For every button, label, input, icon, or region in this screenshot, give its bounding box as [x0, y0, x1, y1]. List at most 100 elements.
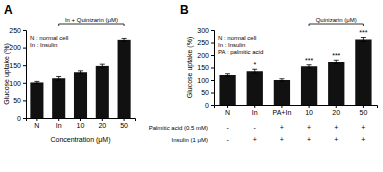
tick-mark	[336, 105, 337, 108]
tick-label: 250	[197, 39, 209, 46]
tick-mark	[227, 105, 228, 108]
error-bar	[56, 76, 61, 80]
bar	[52, 78, 65, 118]
tick-label: 150	[197, 64, 209, 71]
tick: 50	[201, 89, 214, 96]
table-row-label: Palmitic acid (0.5 mM)	[149, 125, 208, 131]
table-cell: +	[253, 136, 257, 143]
tick-label: 0	[17, 115, 21, 122]
note: PA : palmitic acid	[218, 49, 263, 55]
tick: 10	[305, 105, 313, 116]
table-cell: +	[307, 136, 311, 143]
bar	[274, 80, 290, 105]
tick: 200	[197, 52, 214, 59]
significance-label: ***	[332, 52, 340, 59]
tick: 50	[360, 105, 368, 116]
tick: 150	[197, 64, 214, 71]
tick-mark	[211, 43, 214, 44]
tick: In	[56, 118, 62, 129]
x-axis: N In 10 20 50	[27, 118, 136, 129]
panel-title: A	[4, 3, 13, 17]
error-bar	[34, 81, 39, 83]
tick-mark	[254, 105, 255, 108]
axis-line	[23, 31, 27, 119]
tick: In	[252, 105, 258, 116]
table-cell: +	[334, 124, 338, 131]
tick-label: In	[252, 109, 258, 116]
tick: 200	[9, 44, 26, 51]
tick-label: 20	[98, 122, 106, 129]
tick-label: 20	[332, 109, 340, 116]
bar	[328, 62, 344, 105]
note: In : Insulin	[30, 42, 57, 48]
table-cell: -	[226, 124, 229, 131]
bar	[74, 72, 87, 118]
tick: 100	[9, 80, 26, 87]
tick: N	[34, 118, 39, 129]
panel: 050100150200250NIn102050AGlucose uptake …	[3, 3, 136, 144]
table-cell: +	[307, 124, 311, 131]
tick: N	[225, 105, 230, 116]
tick-mark	[23, 83, 26, 84]
tick-label: 50	[201, 89, 209, 96]
figure: 050100150200250NIn102050AGlucose uptake …	[0, 0, 383, 172]
table-cell: -	[226, 136, 229, 143]
bracket	[309, 24, 363, 26]
bar	[247, 71, 263, 105]
tick-label: 50	[13, 97, 21, 104]
tick-label: 100	[9, 80, 21, 87]
bar	[96, 66, 109, 118]
tick-mark	[363, 105, 364, 108]
tick-label: PA+In	[273, 109, 292, 116]
tick-label: In	[56, 122, 62, 129]
tick-mark	[58, 118, 59, 121]
bar	[118, 40, 131, 118]
tick-label: 10	[77, 122, 85, 129]
tick-label: 200	[197, 52, 209, 59]
tick-mark	[23, 100, 26, 101]
tick: 250	[9, 27, 26, 34]
tick: PA+In	[273, 105, 292, 116]
tick-label: 50	[120, 122, 128, 129]
panel: 050100150200250300NInPA+In102050BGlucose…	[149, 3, 378, 143]
tick: 250	[197, 39, 214, 46]
tick-label: 10	[305, 109, 313, 116]
axis-line	[27, 119, 136, 122]
error-bar	[78, 71, 83, 74]
tick-mark	[211, 55, 214, 56]
tick: 50	[120, 118, 128, 129]
tick-label: 100	[197, 77, 209, 84]
tick-mark	[211, 105, 214, 106]
chart-container: 050100150200250NIn102050AGlucose uptake …	[0, 0, 383, 172]
y-axis: 0 50 100 150 200 250 300	[197, 27, 214, 109]
note: In : Insulin	[218, 42, 245, 48]
table-cell: +	[280, 136, 284, 143]
tick: 0	[205, 102, 214, 109]
tick-mark	[211, 80, 214, 81]
table-cell: -	[254, 124, 257, 131]
tick: 100	[197, 77, 214, 84]
tick-label: N	[34, 122, 39, 129]
error-bar	[122, 38, 127, 41]
tick-mark	[23, 48, 26, 49]
note: N : normal cell	[30, 35, 68, 41]
bar	[355, 40, 371, 106]
note: N : normal cell	[218, 35, 256, 41]
axis-line	[211, 31, 215, 106]
tick-label: 300	[197, 27, 209, 34]
table-cell: +	[361, 124, 365, 131]
tick-mark	[102, 118, 103, 121]
tick: 300	[197, 27, 214, 34]
bar	[301, 66, 317, 105]
tick-label: N	[225, 109, 230, 116]
error-bar	[225, 74, 230, 77]
tick-mark	[281, 105, 282, 108]
tick-label: 200	[9, 44, 21, 51]
bracket-label: Quinizarin (μM)	[316, 17, 357, 23]
tick: 20	[332, 105, 340, 116]
tick: 50	[13, 97, 26, 104]
tick: 150	[9, 62, 26, 69]
tick-mark	[309, 105, 310, 108]
error-bar	[307, 65, 312, 68]
y-axis: 0 50 100 150 200 250	[9, 27, 26, 122]
